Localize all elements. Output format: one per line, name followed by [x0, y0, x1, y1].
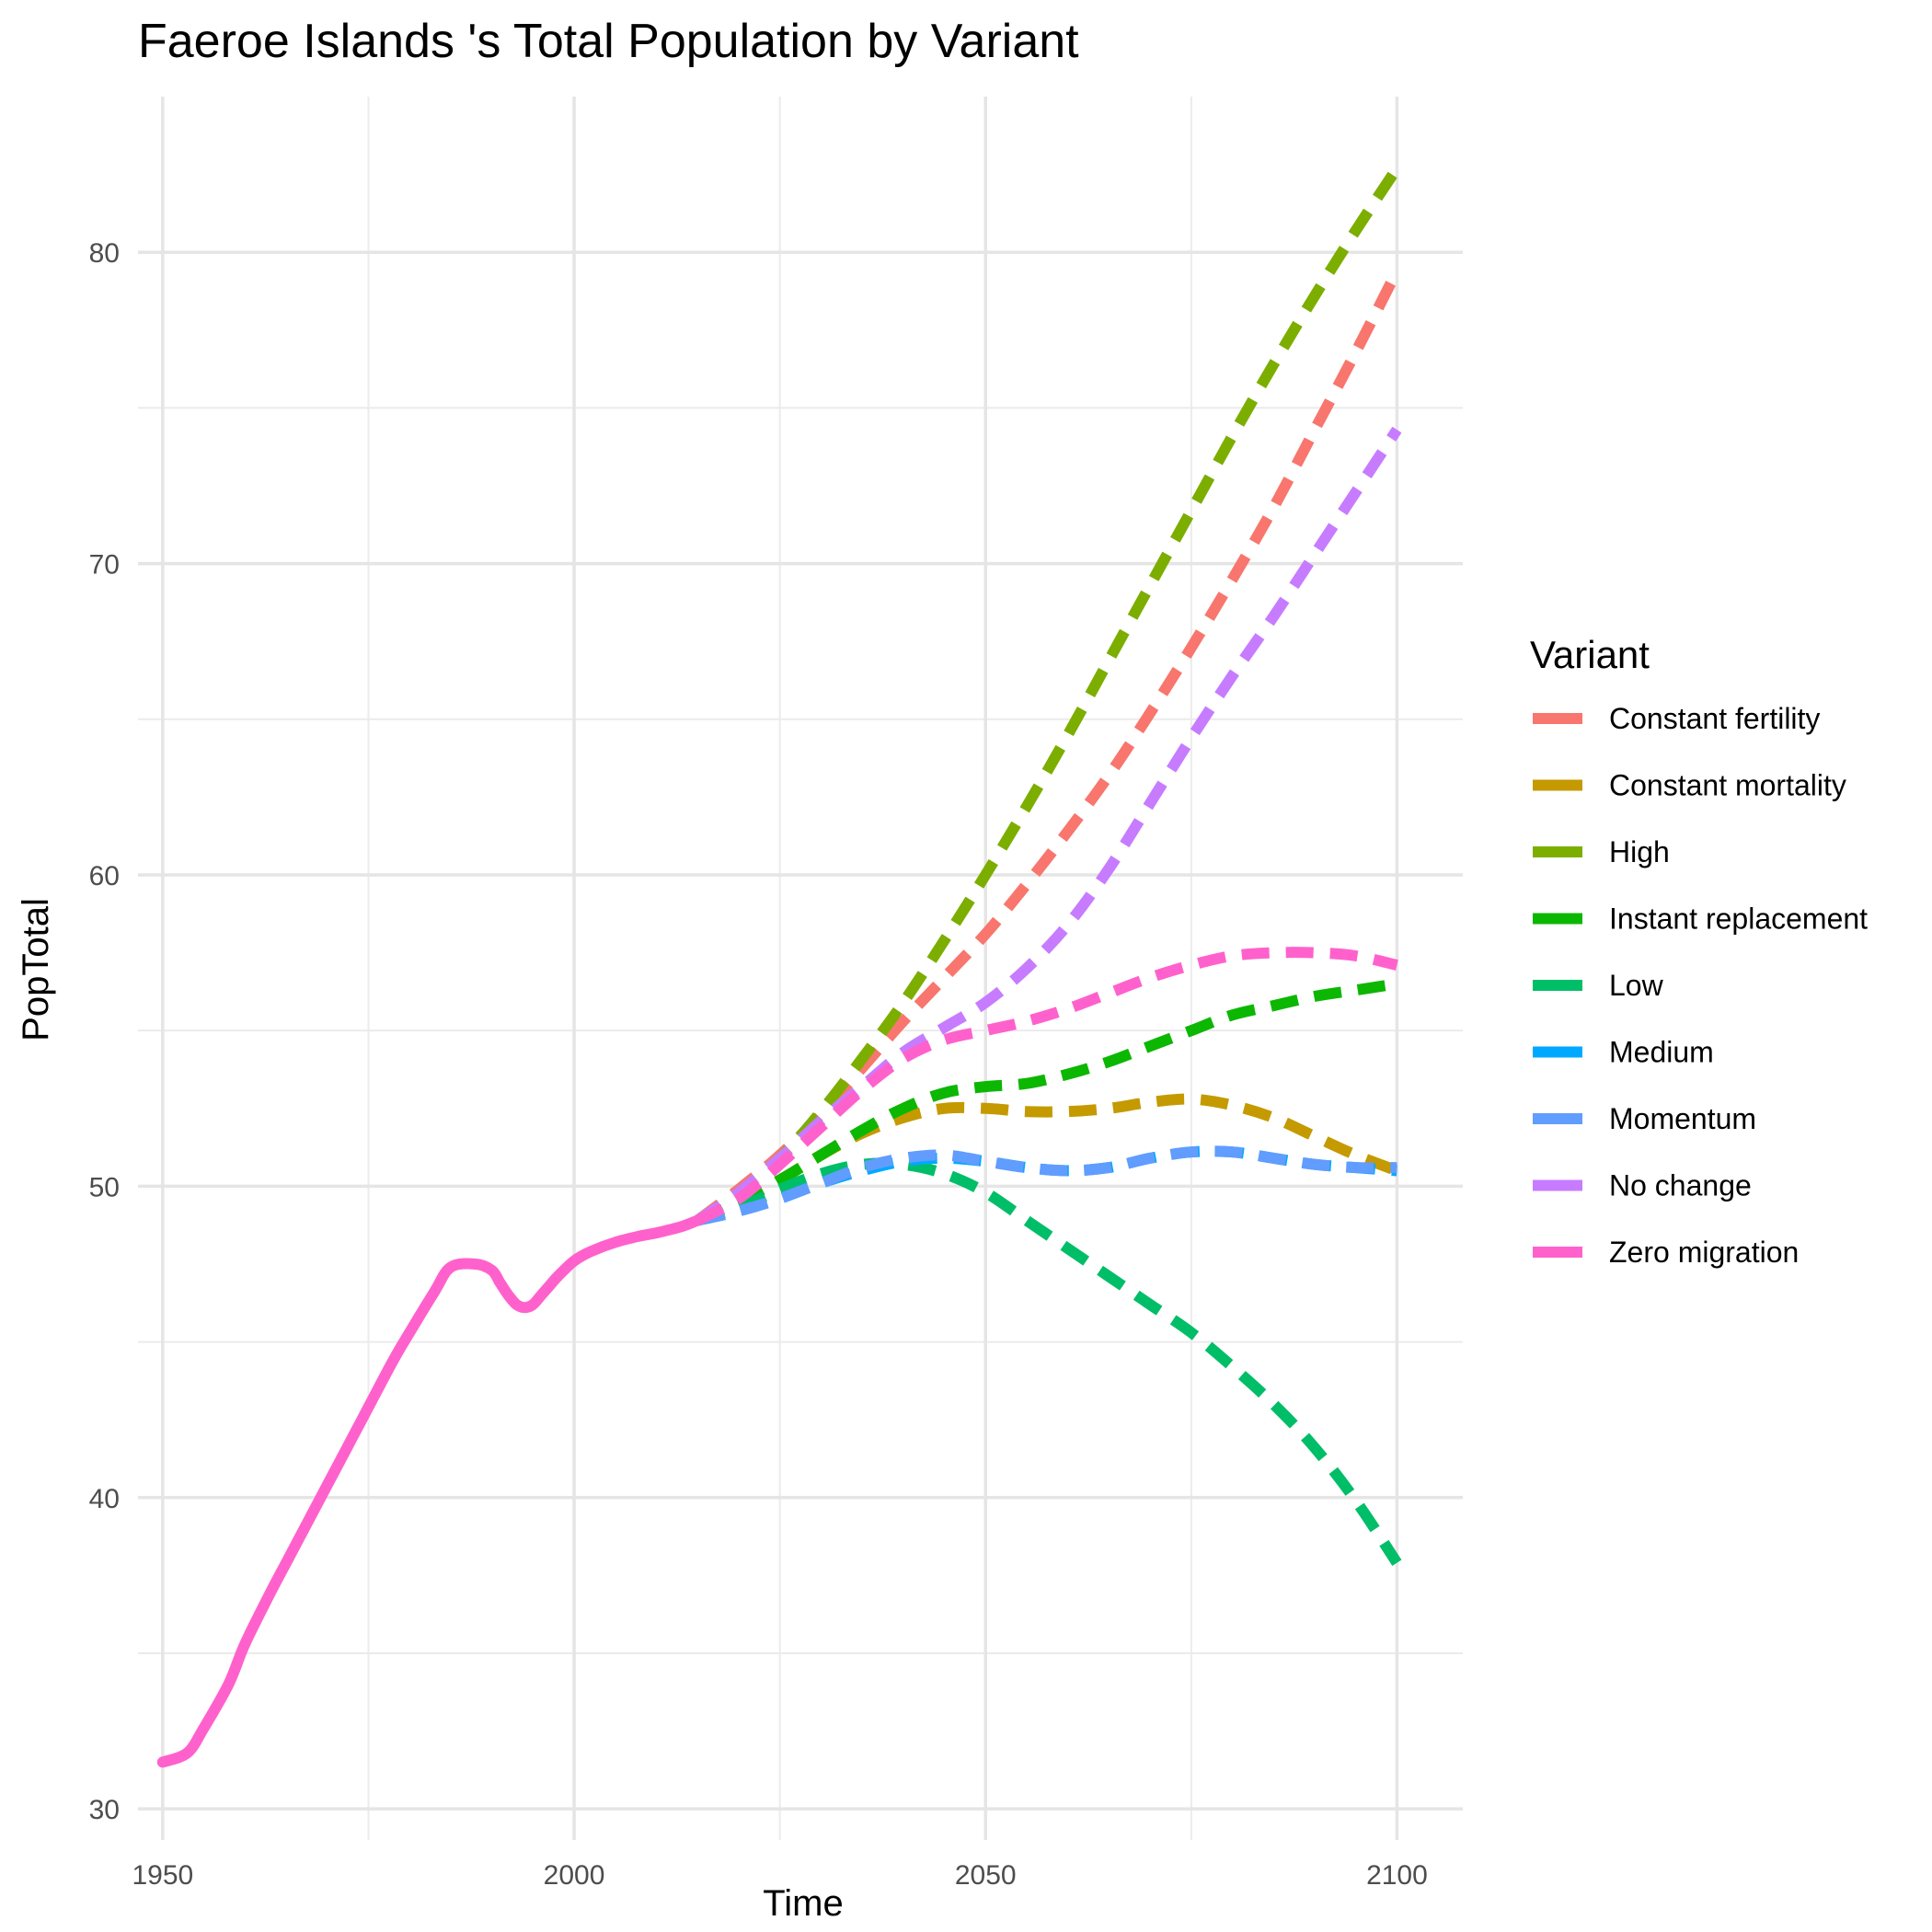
legend-label: Instant replacement [1609, 903, 1868, 936]
y-tick-label: 60 [89, 861, 120, 891]
chart-title: Faeroe Islands 's Total Population by Va… [138, 15, 1079, 68]
legend-title: Variant [1530, 633, 1650, 676]
y-tick-label: 40 [89, 1484, 120, 1514]
y-axis-label: PopTotal [16, 898, 56, 1041]
legend-item-constant-mortality: Constant mortality [1533, 769, 1846, 802]
legend-label: No change [1609, 1169, 1752, 1202]
series-line-no-change [694, 426, 1402, 1225]
x-tick-label: 2100 [1366, 1860, 1428, 1891]
series-line-momentum [696, 1145, 1397, 1226]
legend-item-medium: Medium [1533, 1036, 1714, 1069]
x-tick-label: 2050 [955, 1860, 1017, 1891]
y-tick-label: 70 [89, 550, 120, 581]
grid [138, 97, 1463, 1840]
legend-label: Medium [1609, 1036, 1714, 1069]
series-line-constant-mortality [695, 1093, 1399, 1226]
legend-label: Constant mortality [1609, 769, 1846, 802]
legend-item-instant-replacement: Instant replacement [1533, 903, 1868, 936]
legend-label: Momentum [1609, 1102, 1756, 1135]
legend-item-low: Low [1533, 969, 1664, 1002]
series-line-history [156, 1214, 704, 1768]
y-tick-label: 80 [89, 238, 120, 269]
series-line-high [694, 165, 1402, 1225]
series-line-low [696, 1157, 1402, 1567]
y-tick-labels: 30 40 50 60 70 80 [89, 238, 120, 1825]
x-tick-label: 2000 [544, 1860, 605, 1891]
series-line-zero-migration [695, 947, 1398, 1225]
series-line-constant-fertility [694, 268, 1402, 1225]
legend-item-high: High [1533, 835, 1670, 868]
x-tick-label: 1950 [132, 1860, 193, 1891]
y-tick-label: 30 [89, 1795, 120, 1825]
legend: Variant Constant fertility Constant morta… [1530, 633, 1868, 1269]
legend-item-momentum: Momentum [1533, 1102, 1756, 1135]
y-tick-label: 50 [89, 1172, 120, 1202]
legend-label: High [1609, 835, 1670, 868]
legend-item-no-change: No change [1533, 1169, 1752, 1202]
legend-label: Constant fertility [1609, 702, 1820, 735]
series-layer [156, 165, 1402, 1768]
legend-item-zero-migration: Zero migration [1533, 1236, 1799, 1269]
legend-label: Low [1609, 969, 1664, 1002]
x-tick-labels: 1950 2000 2050 2100 [132, 1860, 1427, 1891]
legend-item-constant-fertility: Constant fertility [1533, 702, 1820, 735]
x-axis-label: Time [763, 1883, 843, 1924]
series-line-instant-replacement [695, 978, 1398, 1226]
legend-label: Zero migration [1609, 1236, 1799, 1269]
